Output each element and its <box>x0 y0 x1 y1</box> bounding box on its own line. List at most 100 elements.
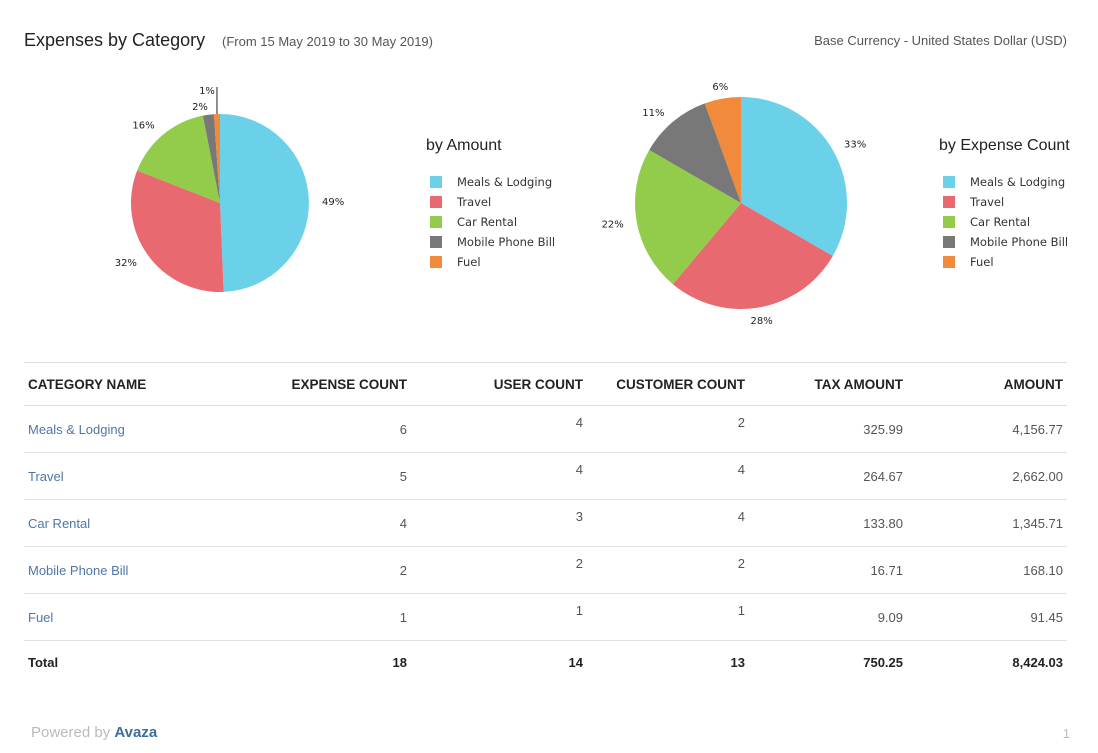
legend-entry-fuel[interactable]: Fuel <box>457 255 481 269</box>
legend-entry-meals-and-lodging[interactable]: Meals & Lodging <box>457 175 552 189</box>
pie-slice-travel[interactable] <box>672 203 833 310</box>
pie-slice-mobile-phone-bill[interactable] <box>649 103 741 203</box>
total-user-count: 14 <box>568 654 583 670</box>
customer-count-cell: 1 <box>587 593 749 641</box>
total-tax-amount: 750.25 <box>863 654 903 670</box>
legend-entry-car-rental[interactable]: Car Rental <box>970 215 1030 229</box>
column-header-category-name: CATEGORY NAME <box>24 362 254 406</box>
legend-entry-travel[interactable]: Travel <box>969 195 1004 209</box>
user-count-cell: 2 <box>411 546 587 594</box>
tax-amount-cell: 133.80 <box>749 499 907 547</box>
tax-amount-cell: 264.67 <box>749 452 907 500</box>
report-header: Expenses by Category (From 15 May 2019 t… <box>24 30 1067 54</box>
legend-entry-meals-and-lodging[interactable]: Meals & Lodging <box>970 175 1065 189</box>
amount-cell: 4,156.77 <box>907 405 1067 453</box>
pie-slices <box>131 114 309 292</box>
legend-by-amount: by Amount Meals & Lodging Travel Car Rental… <box>426 137 555 269</box>
customer-count-cell: 2 <box>587 405 749 453</box>
total-row: Total 18 14 13 750.25 8,424.03 <box>24 641 1067 684</box>
expense-count-cell: 4 <box>254 499 411 547</box>
data-label-fuel: 1% <box>199 86 215 97</box>
pie-slice-car-rental[interactable] <box>137 115 220 203</box>
legend-swatch-car-rental <box>430 216 442 228</box>
data-label-car-rental: 22% <box>602 220 624 231</box>
legend-entry-mobile-phone-bill[interactable]: Mobile Phone Bill <box>970 235 1068 249</box>
column-header-user-count: USER COUNT <box>411 362 587 406</box>
pie-slice-car-rental[interactable] <box>634 150 741 285</box>
legend-title: by Expense Count <box>939 137 1070 154</box>
user-count-cell: 4 <box>411 405 587 453</box>
tax-amount-cell: 9.09 <box>749 593 907 641</box>
legend-swatch-fuel <box>943 256 955 268</box>
avaza-brand-link[interactable]: Avaza <box>114 724 158 741</box>
date-range: (From 15 May 2019 to 30 May 2019) <box>222 34 433 49</box>
data-label-fuel: 6% <box>712 82 728 93</box>
category-link[interactable]: Car Rental <box>24 499 254 547</box>
pie-labels: 33% 28% 22% 11% 6% <box>602 82 867 327</box>
powered-by-text: Powered by <box>31 724 111 741</box>
footer: Powered by Avaza <box>31 724 157 741</box>
customer-count-cell: 4 <box>587 452 749 500</box>
legend-swatch-mobile-phone-bill <box>430 236 442 248</box>
data-label-mobile-phone-bill: 2% <box>192 102 208 113</box>
amount-cell: 91.45 <box>907 593 1067 641</box>
pie-labels: 49% 32% 16% 2% 1% <box>115 86 345 269</box>
category-link[interactable]: Meals & Lodging <box>24 405 254 453</box>
column-header-expense-count: EXPENSE COUNT <box>254 362 411 406</box>
category-link[interactable]: Mobile Phone Bill <box>24 546 254 594</box>
pie-slice-fuel[interactable] <box>213 114 220 203</box>
expense-count-cell: 1 <box>254 593 411 641</box>
data-label-travel: 28% <box>751 316 773 327</box>
column-header-amount: AMOUNT <box>907 362 1067 406</box>
legend-entry-car-rental[interactable]: Car Rental <box>457 215 517 229</box>
legend-entry-travel[interactable]: Travel <box>456 195 491 209</box>
data-label-meals-and-lodging: 49% <box>322 197 344 208</box>
amount-cell: 168.10 <box>907 546 1067 594</box>
pie-slice-meals-and-lodging[interactable] <box>220 114 309 292</box>
customer-count-cell: 2 <box>587 546 749 594</box>
total-label: Total <box>28 654 59 670</box>
legend-title: by Amount <box>426 137 502 154</box>
total-amount: 8,424.03 <box>1012 654 1063 670</box>
data-label-car-rental: 16% <box>132 121 154 132</box>
data-label-mobile-phone-bill: 11% <box>642 108 664 119</box>
legend-entry-fuel[interactable]: Fuel <box>970 255 994 269</box>
legend-swatch-travel <box>430 196 442 208</box>
pie-slice-travel[interactable] <box>131 170 224 292</box>
page-title: Expenses by Category <box>24 30 206 50</box>
expenses-table: CATEGORY NAME EXPENSE COUNT USER COUNT C… <box>24 362 1067 683</box>
legend-by-expense-count: by Expense Count Meals & Lodging Travel Car… <box>939 137 1070 269</box>
legend-swatch-fuel <box>430 256 442 268</box>
column-header-customer-count: CUSTOMER COUNT <box>587 362 749 406</box>
legend-swatch-mobile-phone-bill <box>943 236 955 248</box>
data-label-travel: 32% <box>115 258 137 269</box>
legend-entry-mobile-phone-bill[interactable]: Mobile Phone Bill <box>457 235 555 249</box>
legend-swatch-meals-and-lodging <box>430 176 442 188</box>
expense-count-cell: 5 <box>254 452 411 500</box>
category-link[interactable]: Travel <box>24 452 254 500</box>
total-customer-count: 13 <box>730 654 745 670</box>
category-link[interactable]: Fuel <box>24 593 254 641</box>
user-count-cell: 1 <box>411 593 587 641</box>
table-row: Mobile Phone Bill 2 2 2 16.71 168.10 <box>24 546 1067 594</box>
data-label-meals-and-lodging: 33% <box>844 140 866 151</box>
pie-slice-mobile-phone-bill[interactable] <box>202 114 220 203</box>
base-currency: Base Currency - United States Dollar (US… <box>814 33 1067 48</box>
pie-slices <box>634 97 848 310</box>
amount-cell: 1,345.71 <box>907 499 1067 547</box>
pie-slice-meals-and-lodging[interactable] <box>741 97 848 256</box>
pie-chart-by-amount: 49% 32% 16% 2% 1% by Amount Meals & Lodging Tra… <box>115 86 555 292</box>
table-row: Car Rental 4 3 4 133.80 1,345.71 <box>24 499 1067 547</box>
expense-count-cell: 2 <box>254 546 411 594</box>
pie-chart-by-expense-count: 33% 28% 22% 11% 6% by Expense Count Meals & Lo… <box>602 82 1071 327</box>
table-row: Travel 5 4 4 264.67 2,662.00 <box>24 452 1067 500</box>
user-count-cell: 3 <box>411 499 587 547</box>
table-row: Meals & Lodging 6 4 2 325.99 4,156.77 <box>24 405 1067 453</box>
pie-slice-fuel[interactable] <box>704 97 741 203</box>
table-header-row: CATEGORY NAME EXPENSE COUNT USER COUNT C… <box>24 362 1067 406</box>
legend-swatch-car-rental <box>943 216 955 228</box>
legend-swatch-travel <box>943 196 955 208</box>
tax-amount-cell: 16.71 <box>749 546 907 594</box>
user-count-cell: 4 <box>411 452 587 500</box>
tax-amount-cell: 325.99 <box>749 405 907 453</box>
